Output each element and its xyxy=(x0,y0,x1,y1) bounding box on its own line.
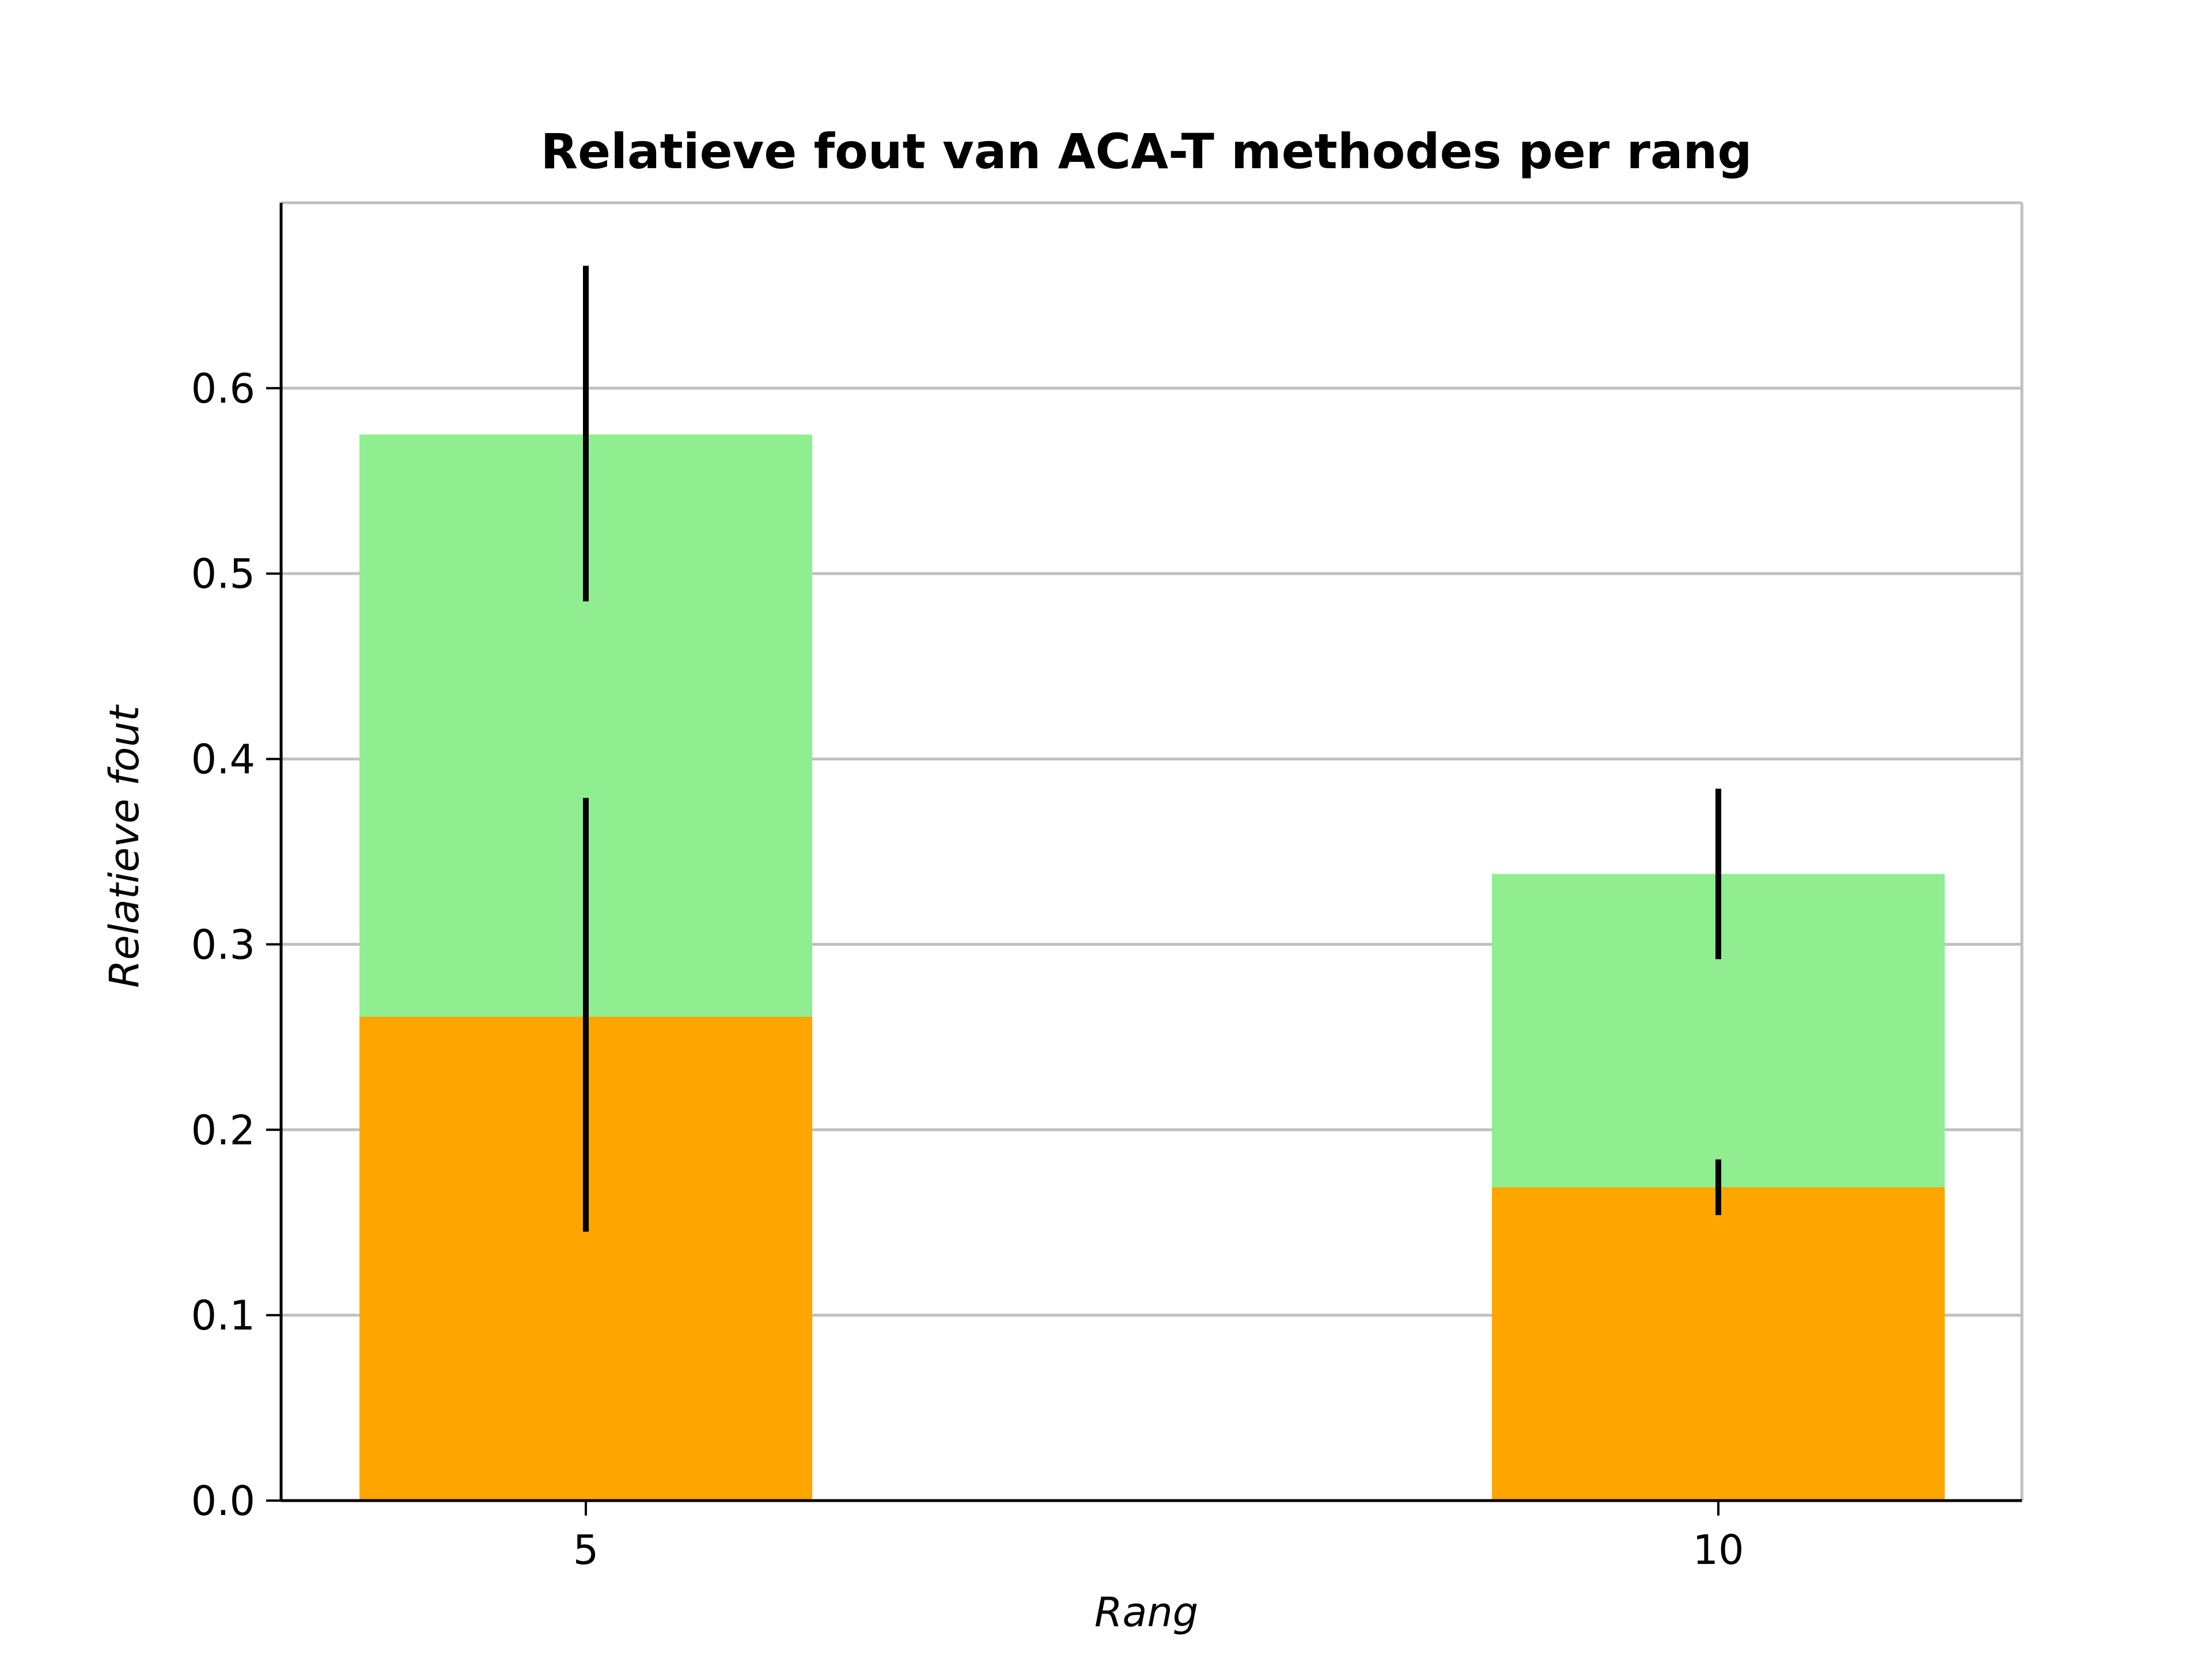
x-axis-label: Rang xyxy=(1094,1589,1198,1636)
x-tick-label: 10 xyxy=(1692,1527,1744,1574)
tick-labels: 0.0 0.1 0.2 0.3 0.4 0.5 0.6 5 10 xyxy=(191,365,1744,1574)
y-tick-label: 0.6 xyxy=(191,365,255,412)
y-tick-label: 0.4 xyxy=(191,736,255,783)
x-tick-label: 5 xyxy=(573,1527,599,1574)
bar-series-2-10 xyxy=(1492,1187,1945,1501)
chart-title: Relatieve fout van ACA-T methodes per ra… xyxy=(541,123,1752,180)
y-tick-label: 0.0 xyxy=(191,1478,255,1525)
y-tick-label: 0.5 xyxy=(191,551,255,598)
y-tick-label: 0.2 xyxy=(191,1107,255,1154)
bars xyxy=(359,434,1945,1501)
y-axis-label: Relatieve fout xyxy=(101,704,148,988)
error-bars xyxy=(583,266,1721,1232)
y-tick-label: 0.1 xyxy=(191,1292,255,1339)
y-tick-label: 0.3 xyxy=(191,921,255,968)
axes xyxy=(266,201,2024,1516)
